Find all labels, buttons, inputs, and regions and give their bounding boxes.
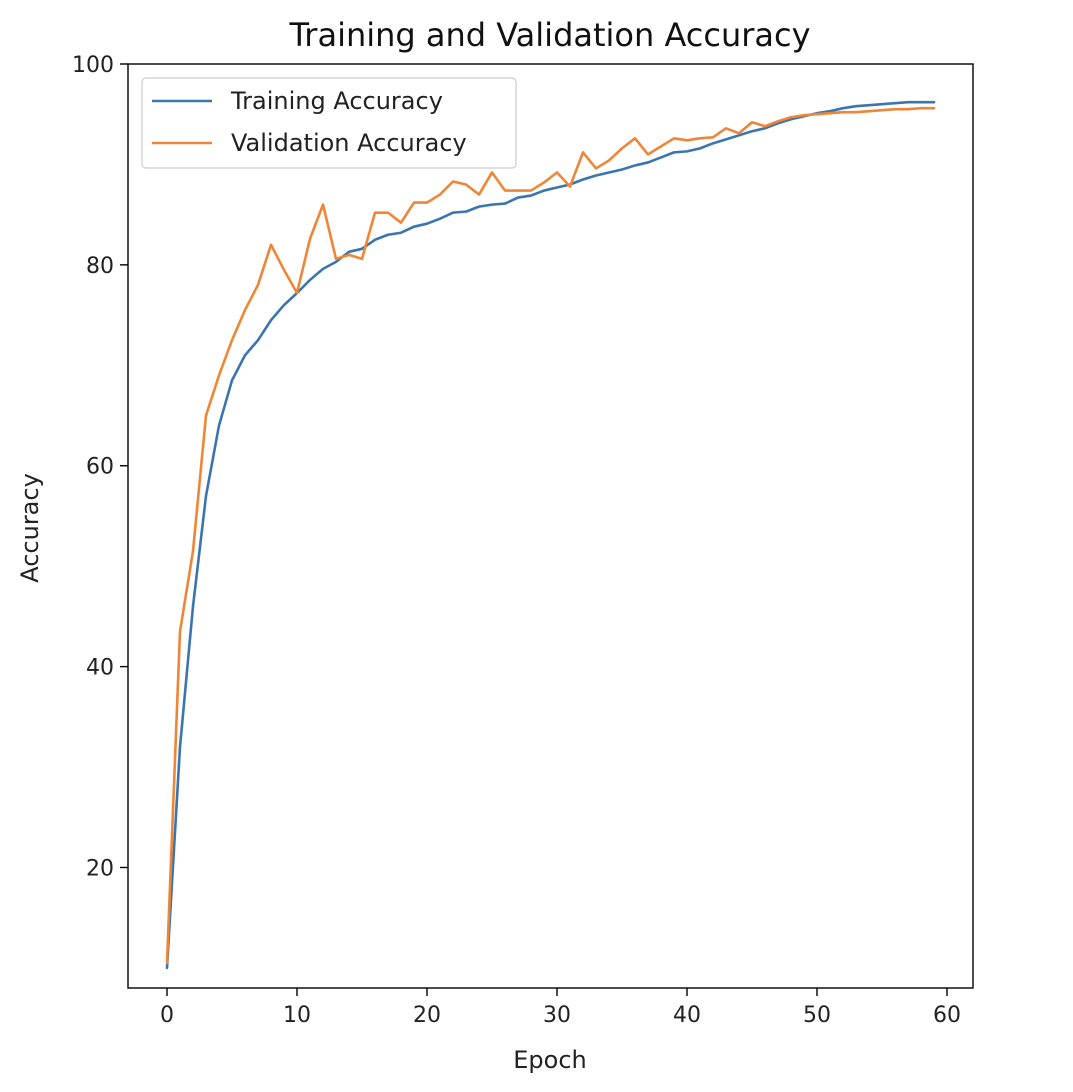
x-tick-label: 60 bbox=[933, 1003, 961, 1028]
y-tick-label: 40 bbox=[86, 656, 114, 681]
y-axis-label: Accuracy bbox=[16, 473, 44, 583]
x-tick-label: 40 bbox=[673, 1003, 701, 1028]
x-tick-label: 0 bbox=[160, 1003, 174, 1028]
legend-box bbox=[141, 77, 517, 169]
legend: Training Accuracy Validation Accuracy bbox=[141, 77, 517, 169]
y-tick-label: 20 bbox=[86, 856, 114, 881]
y-tick-label: 80 bbox=[86, 254, 114, 279]
y-tick-label: 100 bbox=[72, 53, 114, 78]
chart-title: Training and Validation Accuracy bbox=[288, 16, 810, 54]
x-tick-label: 10 bbox=[283, 1003, 311, 1028]
axes-frame bbox=[127, 63, 974, 989]
legend-label-0: Training Accuracy bbox=[230, 87, 443, 115]
series-line-1 bbox=[165, 106, 936, 965]
x-tick-label: 50 bbox=[803, 1003, 831, 1028]
x-axis-label: Epoch bbox=[513, 1046, 587, 1074]
x-tick-label: 30 bbox=[543, 1003, 571, 1028]
y-tick-label: 60 bbox=[86, 455, 114, 480]
plot-area: 0 10 20 30 40 50 60 20 40 60 80 100 Training Accurac… bbox=[72, 53, 974, 1028]
legend-label-1: Validation Accuracy bbox=[231, 129, 467, 157]
x-tick-label: 20 bbox=[413, 1003, 441, 1028]
